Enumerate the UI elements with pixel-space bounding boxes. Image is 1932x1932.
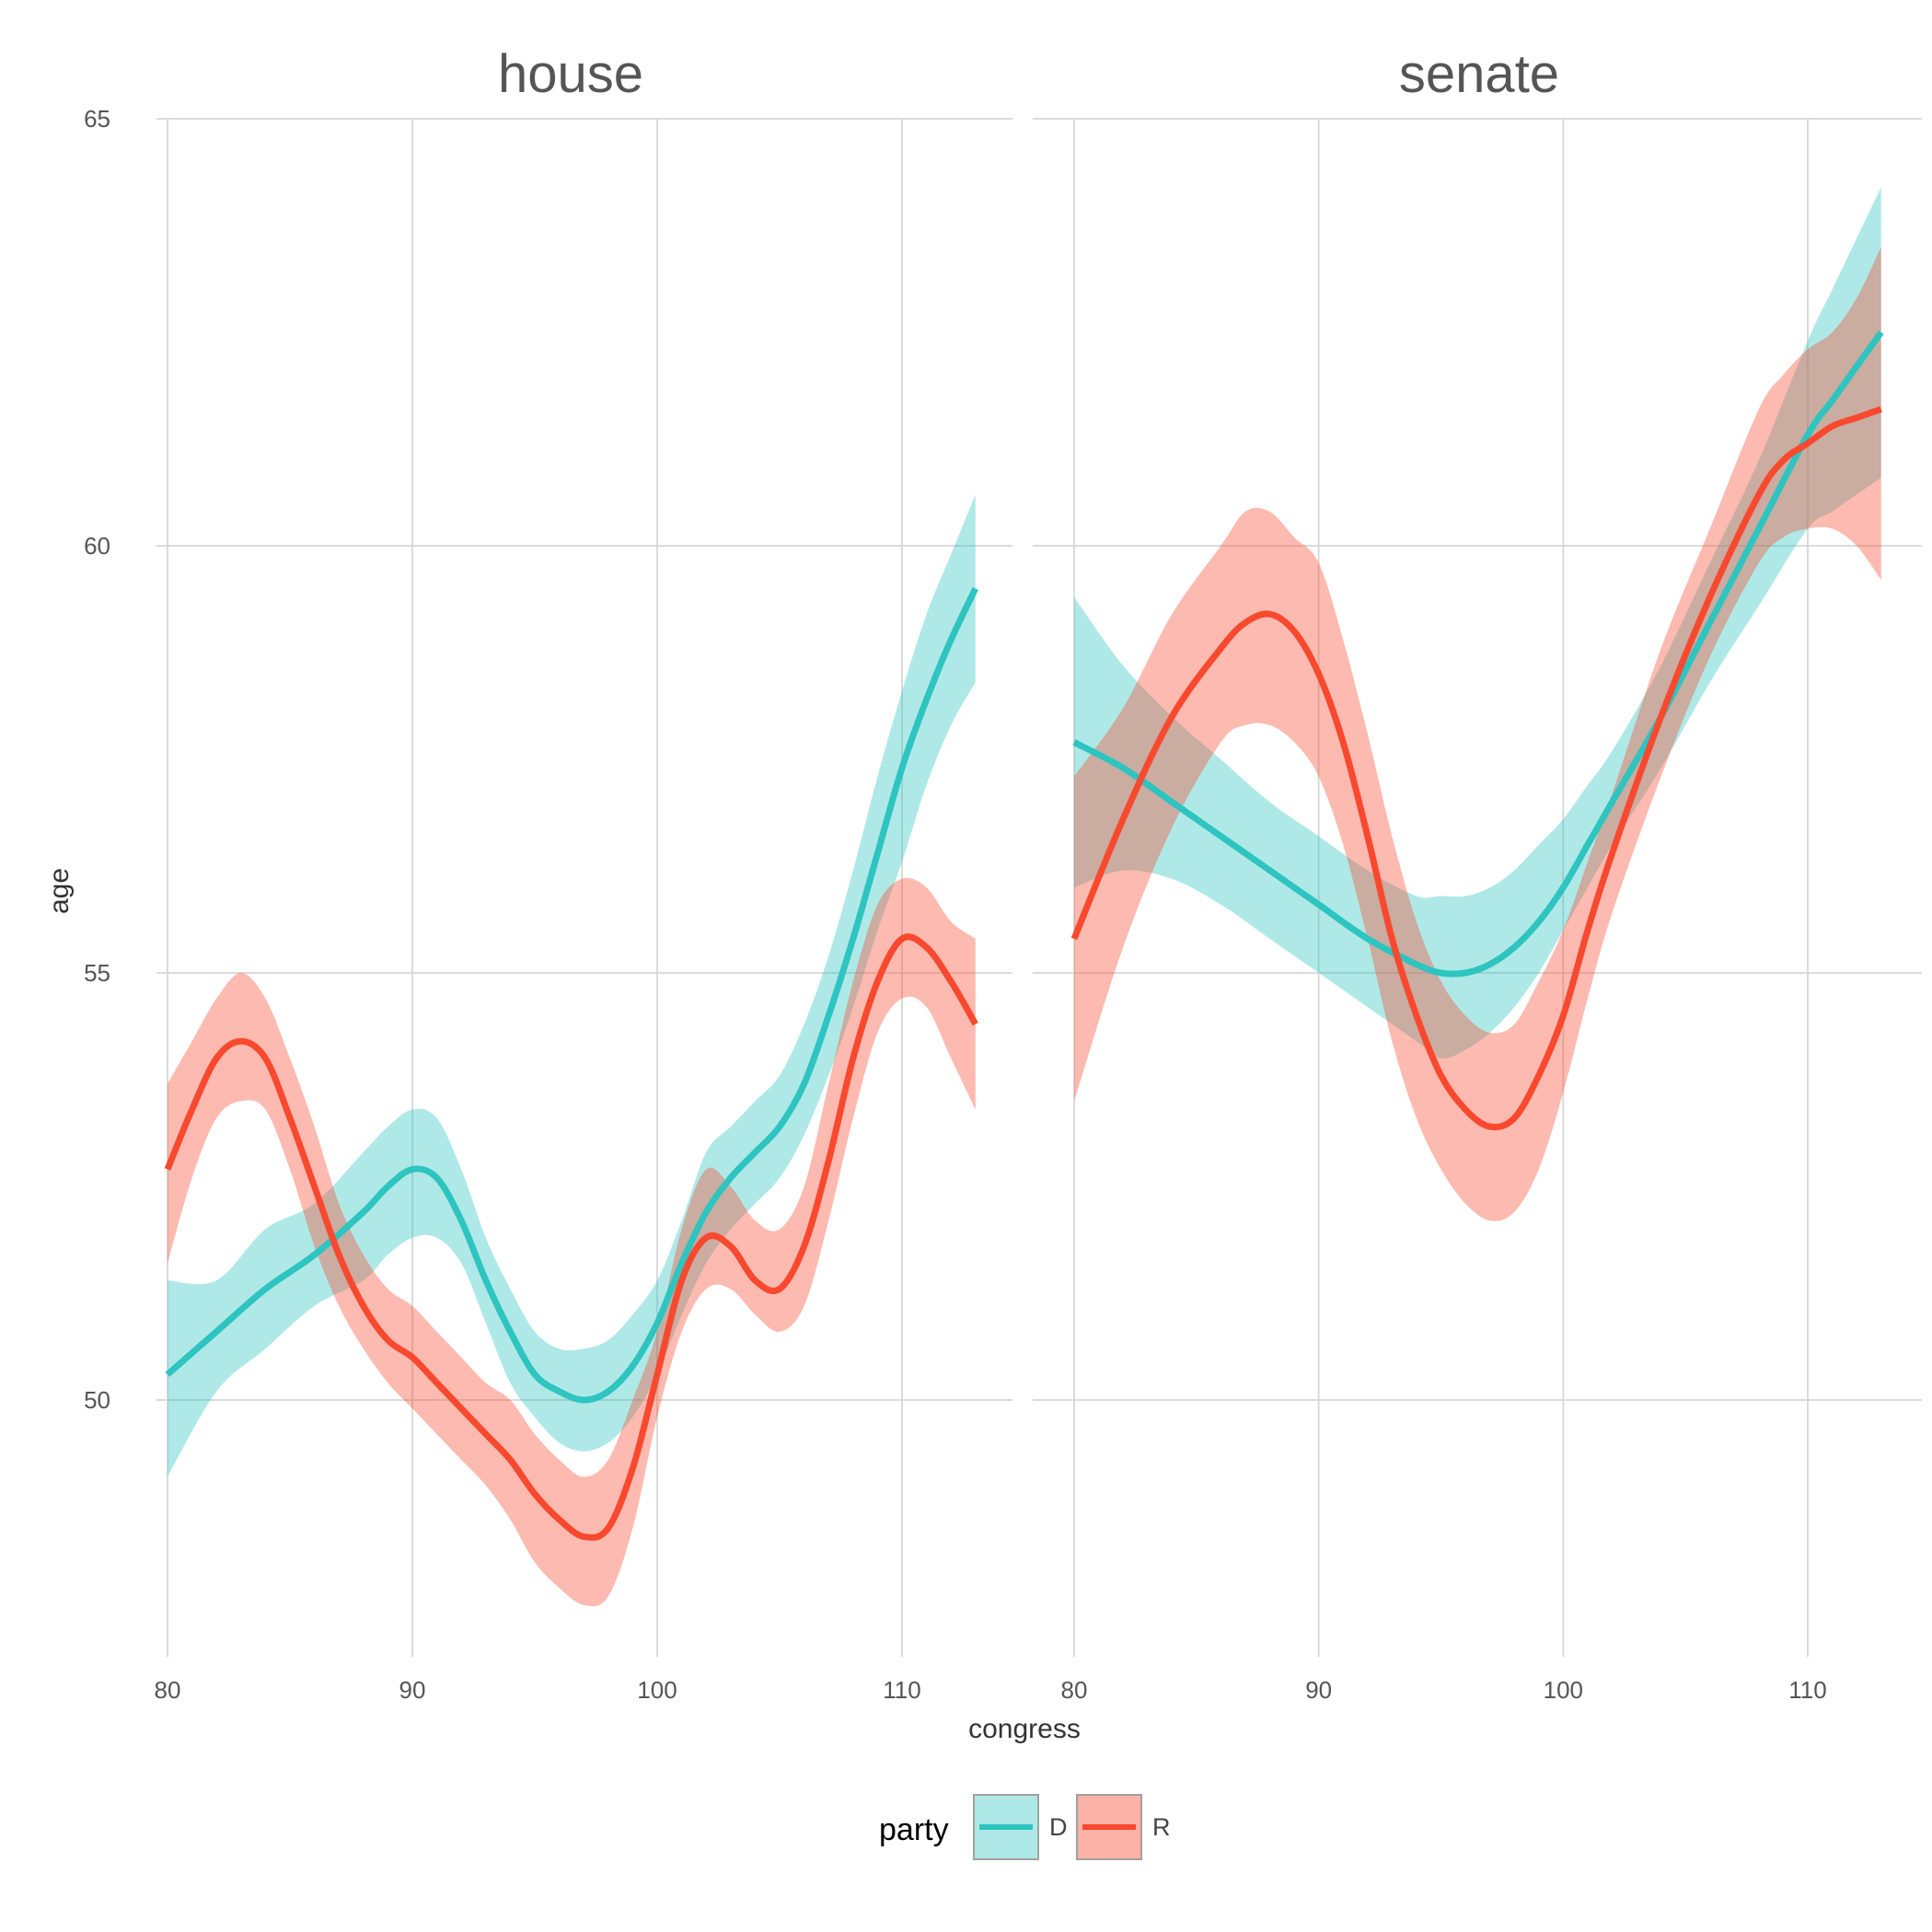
y-axis: 50 55 60 65 bbox=[84, 105, 110, 1414]
y-tick-label-55: 55 bbox=[84, 959, 110, 987]
line-senate-r bbox=[1070, 406, 1882, 1131]
x-tick-label-house-100: 100 bbox=[637, 1676, 677, 1704]
x-tick-label-senate-80: 80 bbox=[1061, 1676, 1088, 1704]
legend-label-d: D bbox=[1049, 1813, 1068, 1841]
panel-senate: senate bbox=[1033, 44, 1922, 1657]
line-house-d bbox=[165, 586, 978, 1404]
x-tick-label-senate-100: 100 bbox=[1544, 1676, 1583, 1704]
house-smooth-lines bbox=[164, 586, 978, 1541]
legend-item-r: R bbox=[1076, 1794, 1171, 1860]
senate-confidence-bands bbox=[1074, 187, 1881, 1221]
legend: party D R bbox=[879, 1794, 1171, 1860]
x-axis-senate: 80 90 100 110 bbox=[1061, 1676, 1827, 1704]
y-tick-label-60: 60 bbox=[84, 532, 110, 560]
y-axis-title: age bbox=[44, 868, 75, 914]
house-gridlines bbox=[156, 118, 1012, 1657]
x-axis-title: congress bbox=[968, 1714, 1081, 1744]
legend-title: party bbox=[879, 1812, 949, 1847]
senate-smooth-lines bbox=[1070, 330, 1884, 1131]
x-tick-label-senate-110: 110 bbox=[1788, 1676, 1826, 1704]
legend-item-d: D bbox=[973, 1794, 1068, 1860]
y-tick-label-50: 50 bbox=[84, 1386, 110, 1414]
senate-gridlines bbox=[1033, 118, 1922, 1657]
y-tick-label-65: 65 bbox=[84, 105, 110, 133]
band-senate-d bbox=[1074, 187, 1881, 1059]
legend-label-r: R bbox=[1152, 1813, 1171, 1841]
band-house-d bbox=[168, 494, 976, 1477]
x-tick-label-house-110: 110 bbox=[883, 1676, 920, 1704]
line-senate-d bbox=[1072, 330, 1884, 978]
x-tick-label-house-90: 90 bbox=[399, 1676, 426, 1704]
line-house-r bbox=[164, 933, 978, 1541]
x-tick-label-house-80: 80 bbox=[155, 1676, 181, 1704]
band-senate-r bbox=[1074, 247, 1881, 1221]
facet-title-house: house bbox=[498, 44, 643, 104]
panel-house: house bbox=[156, 44, 1012, 1657]
x-tick-label-senate-90: 90 bbox=[1305, 1676, 1332, 1704]
x-axis-house: 80 90 100 110 bbox=[155, 1676, 921, 1704]
facet-title-senate: senate bbox=[1399, 44, 1559, 104]
